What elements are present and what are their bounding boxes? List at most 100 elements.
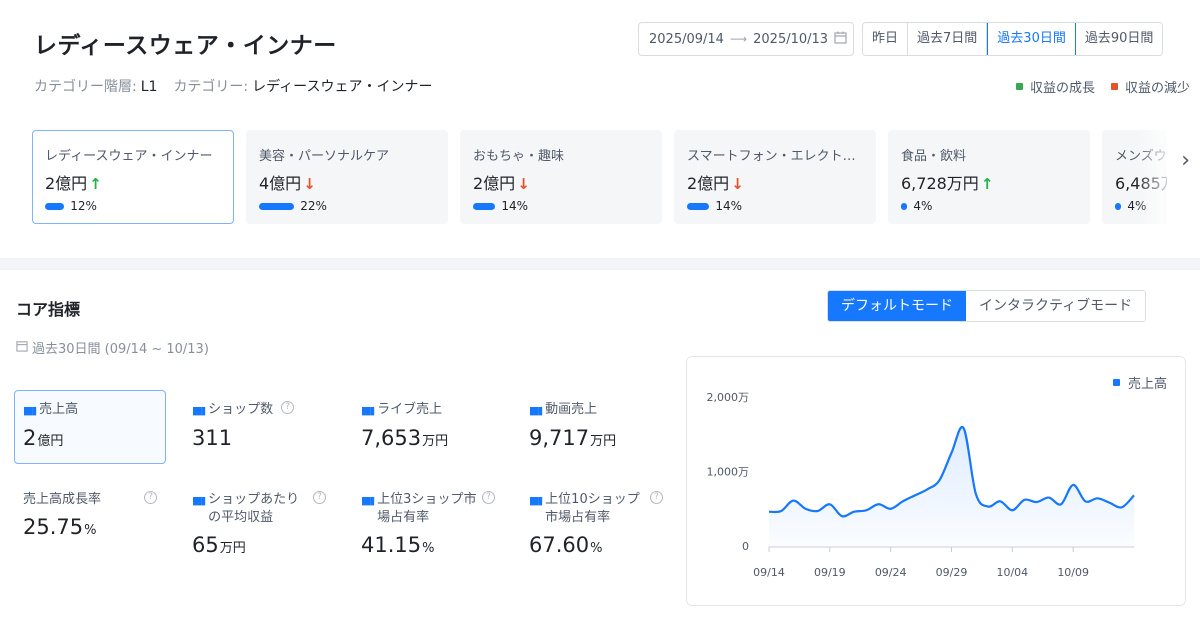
category-level-label: カテゴリー階層: bbox=[34, 79, 137, 95]
category-level-value: L1 bbox=[140, 79, 158, 95]
sales-chart: 売上高 2,000万 1,000万 0 09/14 09/19 09/24 09/29 10/… bbox=[686, 356, 1186, 606]
chevron-right-icon[interactable]: › bbox=[1181, 148, 1190, 173]
metric-label-row: ▮▮▮ ショップ数? bbox=[192, 401, 326, 420]
metric-value: 67.60 bbox=[529, 533, 590, 557]
help-icon[interactable]: ? bbox=[313, 491, 326, 504]
category-card-name: おもちゃ・趣味 bbox=[473, 149, 565, 164]
share-text: 22% bbox=[300, 199, 327, 213]
help-icon[interactable]: ? bbox=[650, 491, 663, 504]
metric-card[interactable]: 売上高成長率? 25.75% bbox=[14, 480, 166, 570]
legend-growth-down: 収益の減少 bbox=[1110, 77, 1190, 96]
bar-chart-icon: ▮▮▮ bbox=[192, 404, 206, 417]
arrow-up-icon: ↑ bbox=[89, 175, 102, 193]
legend-down-label: 収益の減少 bbox=[1124, 81, 1190, 96]
metric-label-row: ▮▮▮ 上位10ショップ市場占有率? bbox=[529, 491, 663, 527]
green-square-icon bbox=[1015, 83, 1023, 90]
legend-growth-up: 収益の成長 bbox=[1015, 77, 1095, 96]
category-info: カテゴリー階層: L1 カテゴリー: レディースウェア・インナー bbox=[34, 76, 432, 96]
period-7days-button[interactable]: 過去7日間 bbox=[908, 23, 988, 55]
header-panel: レディースウェア・インナー 2025/09/14 ⟶ 2025/10/13 昨日… bbox=[0, 0, 1200, 258]
share-text: 14% bbox=[715, 199, 743, 213]
arrow-up-icon: ↑ bbox=[980, 175, 994, 193]
category-card-value: 2億円 ↓ bbox=[687, 170, 863, 194]
default-mode-button[interactable]: デフォルトモード bbox=[828, 291, 966, 321]
period-selector: 昨日 過去7日間 過去30日間 過去90日間 bbox=[862, 22, 1164, 56]
arrow-down-icon: ↓ bbox=[303, 175, 316, 193]
share-bar bbox=[45, 202, 65, 210]
metric-card[interactable]: ▮▮▮ ショップ数? 311 bbox=[183, 390, 335, 464]
category-card-value: 6,728万円 ↑ bbox=[901, 170, 1077, 194]
metric-value-row: 67.60% bbox=[529, 533, 663, 557]
category-card-value: 2億円 ↓ bbox=[473, 170, 649, 194]
metric-unit: 万円 bbox=[219, 541, 246, 556]
section-title: コア指標 bbox=[16, 300, 81, 319]
category-card[interactable]: 美容・パーソナルケア 4億円 ↓ 22% bbox=[246, 130, 448, 224]
metric-value: 7,653 bbox=[361, 426, 422, 450]
date-start: 2025/09/14 bbox=[649, 31, 724, 47]
date-range-picker[interactable]: 2025/09/14 ⟶ 2025/10/13 bbox=[638, 22, 854, 56]
metric-label-row: 売上高成長率? bbox=[23, 491, 157, 509]
orange-square-icon bbox=[1110, 83, 1118, 90]
metric-value-row: 7,653万円 bbox=[361, 426, 495, 450]
legend-square-icon bbox=[1112, 379, 1120, 386]
metric-value-row: 41.15% bbox=[361, 533, 495, 557]
share-text: 14% bbox=[501, 199, 529, 213]
metric-value-row: 25.75% bbox=[23, 515, 157, 539]
category-card[interactable]: おもちゃ・趣味 2億円 ↓ 14% bbox=[460, 130, 662, 224]
category-card-value: 4億円 ↓ bbox=[259, 170, 435, 194]
category-card-amount: 2億円 bbox=[687, 174, 730, 193]
x-tick-label: 09/24 bbox=[875, 566, 907, 579]
share-bar bbox=[1115, 202, 1122, 210]
share-text: 4% bbox=[913, 199, 933, 213]
metric-label: ショップ数 bbox=[208, 402, 274, 417]
metric-card[interactable]: ▮▮▮ 上位3ショップ市場占有率? 41.15% bbox=[352, 480, 504, 570]
share-text: 12% bbox=[70, 199, 97, 213]
metric-value-row: 65万円 bbox=[192, 533, 326, 557]
metric-card[interactable]: ▮▮▮ ライブ売上 7,653万円 bbox=[352, 390, 504, 464]
period-note-text: 過去30日間 (09/14 ~ 10/13) bbox=[32, 342, 209, 357]
date-end: 2025/10/13 bbox=[753, 31, 829, 47]
metric-card[interactable]: ▮▮▮ ショップあたりの平均収益? 65万円 bbox=[183, 480, 335, 570]
metric-value: 2 bbox=[23, 426, 37, 450]
period-30days-button[interactable]: 過去30日間 bbox=[987, 23, 1076, 55]
series-area bbox=[769, 427, 1134, 546]
y-tick-label: 0 bbox=[742, 540, 749, 553]
category-card-share: 14% bbox=[473, 199, 649, 213]
category-card-name: 美容・パーソナルケア bbox=[259, 149, 390, 164]
x-tick-label: 10/09 bbox=[1057, 566, 1089, 579]
metric-label: 上位3ショップ市場占有率 bbox=[377, 492, 477, 525]
x-tick-label: 10/04 bbox=[996, 566, 1028, 579]
category-card[interactable]: レディースウェア・インナー 2億円 ↑ 12% bbox=[32, 130, 234, 224]
metric-label-row: ▮▮▮ ライブ売上 bbox=[361, 401, 495, 420]
x-tick-label: 09/19 bbox=[814, 566, 846, 579]
interactive-mode-button[interactable]: インタラクティブモード bbox=[966, 291, 1146, 321]
category-card-amount: 6,728万円 bbox=[901, 174, 979, 193]
period-90days-button[interactable]: 過去90日間 bbox=[1075, 23, 1163, 55]
metric-label: ショップあたりの平均収益 bbox=[208, 492, 300, 525]
help-icon[interactable]: ? bbox=[144, 491, 157, 504]
category-card[interactable]: 食品・飲料 6,728万円 ↑ 4% bbox=[888, 130, 1090, 224]
share-bar bbox=[901, 202, 908, 210]
bar-chart-icon: ▮▮▮ bbox=[529, 494, 543, 507]
metric-label-row: ▮▮▮ 上位3ショップ市場占有率? bbox=[361, 491, 495, 527]
category-card-name: 食品・飲料 bbox=[901, 149, 967, 164]
category-card-share: 22% bbox=[259, 199, 435, 213]
metric-card[interactable]: ▮▮▮ 売上高 2億円 bbox=[14, 390, 166, 464]
metric-label-row: ▮▮▮ 売上高 bbox=[23, 401, 157, 420]
help-icon[interactable]: ? bbox=[482, 491, 495, 504]
category-value: レディースウェア・インナー bbox=[252, 79, 433, 95]
period-yesterday-button[interactable]: 昨日 bbox=[863, 23, 909, 55]
category-card[interactable]: スマートフォン・エレクトロニクス 2億円↓ 14% bbox=[674, 130, 876, 224]
metric-card[interactable]: ▮▮▮ 動画売上 9,717万円 bbox=[520, 390, 672, 464]
arrow-right-icon: ⟶ bbox=[729, 32, 748, 46]
metric-card[interactable]: ▮▮▮ 上位10ショップ市場占有率? 67.60% bbox=[520, 480, 672, 570]
chart-legend[interactable]: 売上高 bbox=[1112, 373, 1167, 392]
help-icon[interactable]: ? bbox=[281, 401, 295, 414]
metric-value-row: 2億円 bbox=[23, 426, 157, 450]
page-title: レディースウェア・インナー bbox=[34, 33, 337, 59]
x-tick-label: 09/29 bbox=[936, 566, 968, 579]
metric-value: 25.75 bbox=[23, 515, 84, 539]
legend-up-label: 収益の成長 bbox=[1029, 81, 1095, 96]
growth-legend: 収益の成長 収益の減少 bbox=[1015, 77, 1190, 96]
metric-unit: 億円 bbox=[37, 434, 64, 449]
